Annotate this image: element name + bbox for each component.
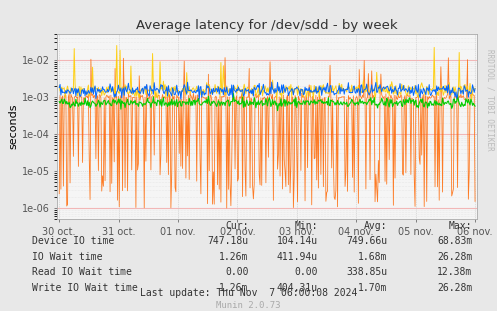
Text: 1.70m: 1.70m [358,283,388,293]
Text: 12.38m: 12.38m [437,267,472,277]
Text: 411.94u: 411.94u [277,252,318,262]
Text: Avg:: Avg: [364,220,388,230]
Text: Munin 2.0.73: Munin 2.0.73 [216,301,281,310]
Text: IO Wait time: IO Wait time [32,252,103,262]
Title: Average latency for /dev/sdd - by week: Average latency for /dev/sdd - by week [136,19,398,32]
Text: 749.66u: 749.66u [346,236,388,246]
Text: 0.00: 0.00 [295,267,318,277]
Text: Max:: Max: [449,220,472,230]
Text: 1.68m: 1.68m [358,252,388,262]
Y-axis label: seconds: seconds [9,104,19,150]
Text: 104.14u: 104.14u [277,236,318,246]
Text: 26.28m: 26.28m [437,252,472,262]
Text: Min:: Min: [295,220,318,230]
Text: 1.26m: 1.26m [219,252,248,262]
Text: Read IO Wait time: Read IO Wait time [32,267,132,277]
Text: 404.31u: 404.31u [277,283,318,293]
Text: Cur:: Cur: [225,220,248,230]
Text: 68.83m: 68.83m [437,236,472,246]
Text: 0.00: 0.00 [225,267,248,277]
Text: 26.28m: 26.28m [437,283,472,293]
Text: 747.18u: 747.18u [207,236,248,246]
Text: RRDTOOL / TOBI OETIKER: RRDTOOL / TOBI OETIKER [486,49,495,151]
Text: Device IO time: Device IO time [32,236,114,246]
Text: Write IO Wait time: Write IO Wait time [32,283,138,293]
Text: 338.85u: 338.85u [346,267,388,277]
Text: Last update: Thu Nov  7 06:00:08 2024: Last update: Thu Nov 7 06:00:08 2024 [140,288,357,298]
Text: 1.26m: 1.26m [219,283,248,293]
